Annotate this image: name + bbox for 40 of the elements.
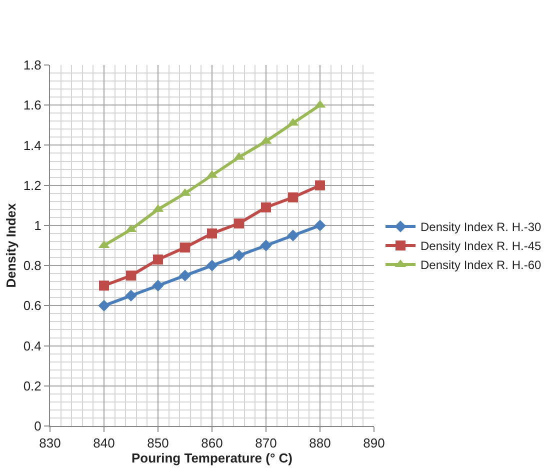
x-tick-label: 840 <box>93 436 115 451</box>
point <box>125 290 137 302</box>
x-tick-label: 870 <box>255 436 277 451</box>
x-tick-label: 850 <box>147 436 169 451</box>
y-tick-label: 0.4 <box>23 338 42 354</box>
y-tick-label: 1.2 <box>23 178 42 193</box>
point <box>234 218 244 228</box>
point <box>315 180 325 190</box>
point <box>260 240 272 252</box>
y-tick-label: 0.6 <box>23 298 42 314</box>
point <box>152 280 164 292</box>
y-tick-label: 0 <box>34 418 42 434</box>
y-tick-label: 1.8 <box>23 58 42 73</box>
y-tick-label: 0.8 <box>23 258 42 274</box>
point <box>180 242 190 253</box>
point <box>314 220 326 232</box>
x-axis-title: Pouring Temperature (° C) <box>132 450 292 466</box>
point <box>153 254 163 265</box>
point <box>99 280 109 291</box>
y-tick-label: 1 <box>34 218 42 233</box>
y-tick-label: 1.4 <box>23 138 42 153</box>
legend-label: Density Index R. H.-30 <box>420 220 542 234</box>
y-axis-title: Density Index <box>3 202 18 288</box>
x-tick-label: 880 <box>309 436 331 451</box>
point <box>206 260 218 272</box>
point <box>287 230 299 242</box>
legend-label: Density Index R. H.-60 <box>420 258 542 272</box>
point <box>261 202 271 212</box>
y-tick-label: 0.2 <box>23 378 42 394</box>
point <box>233 250 245 262</box>
legend-label: Density Index R. H.-45 <box>420 239 542 254</box>
point <box>179 270 191 282</box>
point <box>98 300 110 312</box>
y-tick-label: 1.6 <box>23 98 42 113</box>
x-tick-label: 860 <box>201 436 223 451</box>
point <box>288 192 298 202</box>
point <box>207 228 217 238</box>
x-tick-label: 890 <box>363 436 385 451</box>
point <box>126 270 136 281</box>
x-tick-label: 830 <box>39 436 61 451</box>
